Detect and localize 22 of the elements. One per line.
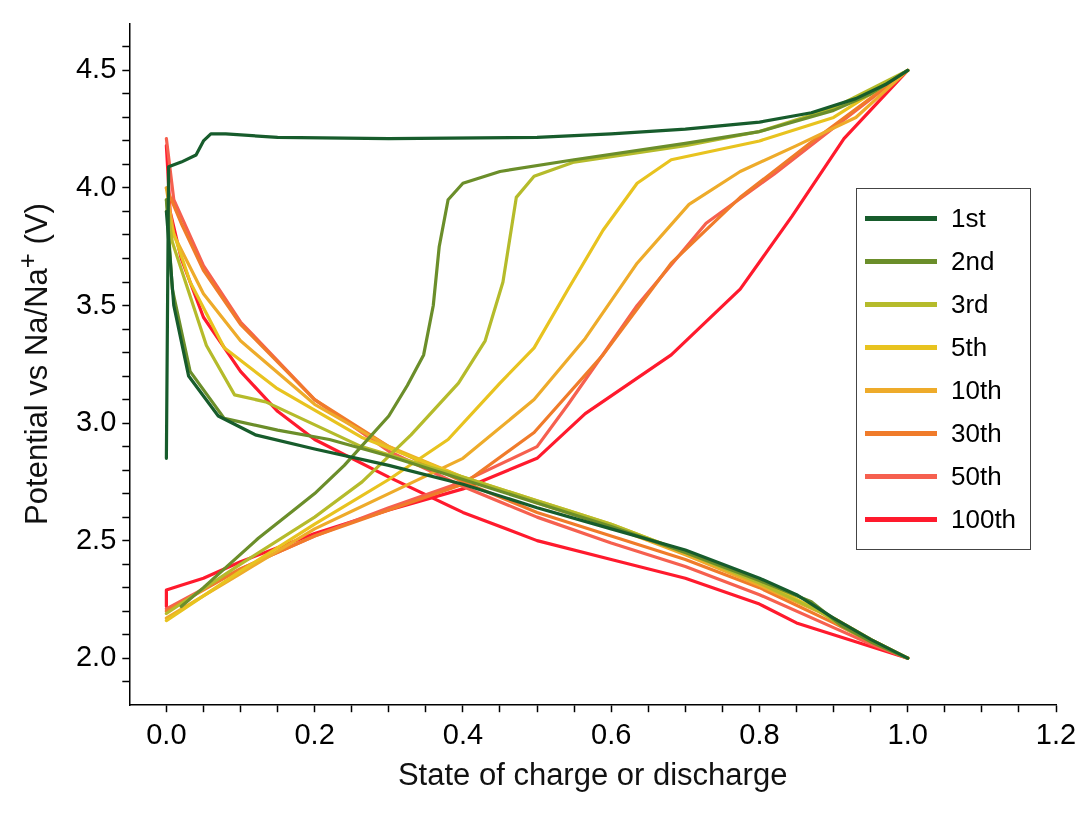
legend-label: 3rd bbox=[951, 288, 989, 320]
y-tick-label: 2.5 bbox=[75, 522, 117, 555]
x-tick-label: 0.0 bbox=[146, 717, 187, 750]
x-tick-label: 0.4 bbox=[442, 717, 484, 750]
x-tick-label: 0.8 bbox=[739, 717, 780, 750]
legend-label: 100th bbox=[951, 503, 1017, 535]
legend-label: 1st bbox=[951, 202, 986, 234]
y-tick-label: 2.0 bbox=[75, 640, 117, 673]
x-axis-title: State of charge or discharge bbox=[397, 757, 788, 794]
y-tick-label: 4.0 bbox=[75, 169, 117, 202]
legend-label: 30th bbox=[951, 417, 1002, 449]
legend-label: 2nd bbox=[951, 245, 995, 277]
x-tick-label: 0.2 bbox=[294, 717, 335, 750]
x-tick-label: 1.2 bbox=[1035, 717, 1077, 750]
y-tick-label: 3.5 bbox=[75, 287, 117, 320]
legend-label: 50th bbox=[951, 460, 1002, 492]
legend-label: 5th bbox=[951, 331, 988, 363]
x-tick-label: 1.0 bbox=[887, 717, 928, 750]
legend-label: 10th bbox=[951, 374, 1002, 406]
y-tick-label: 3.0 bbox=[75, 405, 117, 438]
y-tick-label: 4.5 bbox=[75, 52, 117, 85]
x-tick-label: 0.6 bbox=[591, 717, 632, 750]
